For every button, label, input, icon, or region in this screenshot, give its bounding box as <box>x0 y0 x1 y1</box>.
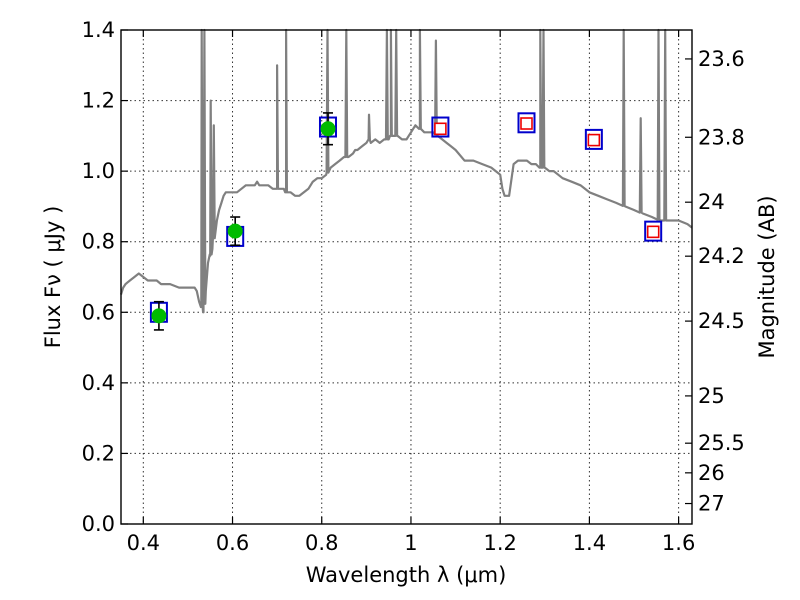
model-box <box>584 128 603 150</box>
x-tick-label: 0.8 <box>305 531 338 555</box>
sed-spectrum <box>119 28 693 314</box>
y2-tick-label: 26 <box>698 461 725 485</box>
y-tick-label: 1.4 <box>82 18 115 42</box>
y-tick-label: 0.0 <box>82 512 115 536</box>
y-tick-label: 1.2 <box>82 89 115 113</box>
model-box <box>644 220 663 242</box>
y2-tick-label: 25.5 <box>698 431 745 455</box>
predicted-marker <box>520 117 533 130</box>
y-tick-label: 0.4 <box>82 371 115 395</box>
predicted-marker <box>587 133 601 147</box>
x-tick-label: 1.6 <box>662 531 695 555</box>
plot-frame <box>120 29 693 525</box>
observed-point <box>227 223 243 239</box>
y-axis-label: Flux Fν ( μJy ) <box>41 206 65 349</box>
x-tick-label: 0.6 <box>216 531 249 555</box>
y2-tick-label: 24 <box>698 190 725 214</box>
model-box <box>431 116 450 138</box>
model-box <box>517 112 536 134</box>
y2-axis-label: Magnitude (AB) <box>755 195 779 358</box>
y-tick-label: 0.2 <box>82 441 115 465</box>
y2-tick-label: 25 <box>698 384 725 408</box>
y-tick-label: 0.8 <box>82 230 115 254</box>
grid <box>121 30 692 524</box>
y2-tick-label: 27 <box>698 492 725 516</box>
x-tick-label: 1.4 <box>573 531 606 555</box>
y-tick-label: 1.0 <box>82 159 115 183</box>
x-tick-label: 0.4 <box>127 531 160 555</box>
y-tick-label: 0.6 <box>82 300 115 324</box>
y2-tick-label: 23.8 <box>698 125 745 149</box>
predicted-marker <box>646 225 660 239</box>
observed-point <box>320 121 336 137</box>
y2-tick-label: 23.6 <box>698 47 745 71</box>
observed-points <box>151 112 336 331</box>
observed-point <box>151 308 167 324</box>
x-tick-label: 1 <box>404 531 417 555</box>
predicted-points <box>434 117 660 239</box>
sed-line <box>119 28 693 314</box>
y2-tick-label: 24.5 <box>698 309 745 333</box>
x-axis-label: Wavelength λ (μm) <box>306 563 507 587</box>
right-magnitude-axis: 23.6 23.8 24 24.2 24.5 25 25.5 26 27 <box>685 47 745 516</box>
predicted-marker <box>434 122 447 136</box>
x-tick-label: 1.2 <box>483 531 516 555</box>
y-axis: 0.0 0.2 0.4 0.6 0.8 1.0 1.2 1.4 <box>82 18 128 536</box>
y2-tick-label: 24.2 <box>698 244 745 268</box>
model-photometry-boxes <box>149 112 663 323</box>
x-axis: 0.4 0.6 0.8 1 1.2 1.4 1.6 <box>127 30 695 555</box>
